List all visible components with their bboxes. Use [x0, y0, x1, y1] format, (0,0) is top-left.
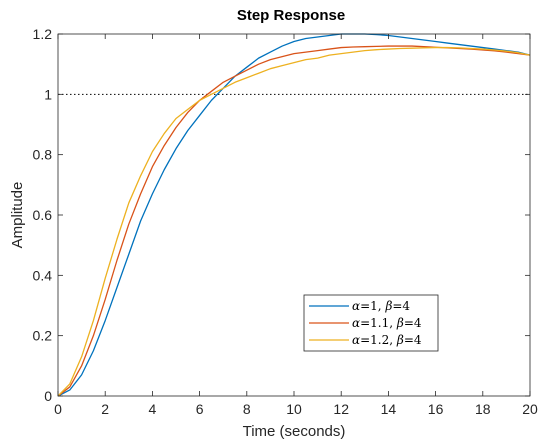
- x-tick-label: 8: [243, 401, 251, 417]
- y-tick-label: 1.2: [33, 26, 53, 42]
- y-tick-label: 1: [44, 86, 52, 102]
- axes-layer: 0 2 4 6 8 10 12 14 16 18 20 0 0.2 0.4 0.6 0.8 1 1.2: [33, 26, 538, 417]
- legend-label-1: α=1, β=4: [352, 299, 410, 313]
- plot-frame: [57, 33, 531, 397]
- y-tick-label: 0.6: [33, 207, 53, 223]
- x-tick-label: 4: [149, 401, 157, 417]
- y-tick-label: 0.2: [33, 328, 53, 344]
- legend-label-2: α=1.1, β=4: [352, 316, 422, 330]
- x-tick-label: 16: [428, 401, 444, 417]
- legend: α=1, β=4 α=1.1, β=4 α=1.2, β=4: [303, 294, 439, 352]
- series-line-1: [57, 33, 531, 397]
- x-axis-title: Time (seconds): [243, 423, 346, 440]
- x-tick-label: 2: [101, 401, 109, 417]
- y-tick-label: 0.8: [33, 147, 53, 163]
- x-tick-label: 6: [196, 401, 204, 417]
- series-line-3: [57, 46, 531, 397]
- series-layer: [57, 33, 531, 397]
- legend-label-3: α=1.2, β=4: [352, 333, 422, 347]
- chart-title: Step Response: [237, 7, 345, 24]
- x-tick-label: 12: [333, 401, 349, 417]
- plot-area: [58, 34, 530, 396]
- y-axis-title: Amplitude: [9, 182, 26, 249]
- x-tick-label: 20: [522, 401, 538, 417]
- x-tick-label: 14: [381, 401, 397, 417]
- x-tick-label: 0: [54, 401, 62, 417]
- y-tick-label: 0.4: [33, 267, 53, 283]
- x-tick-label: 18: [475, 401, 491, 417]
- y-tick-label: 0: [44, 388, 52, 404]
- x-tick-label: 10: [286, 401, 302, 417]
